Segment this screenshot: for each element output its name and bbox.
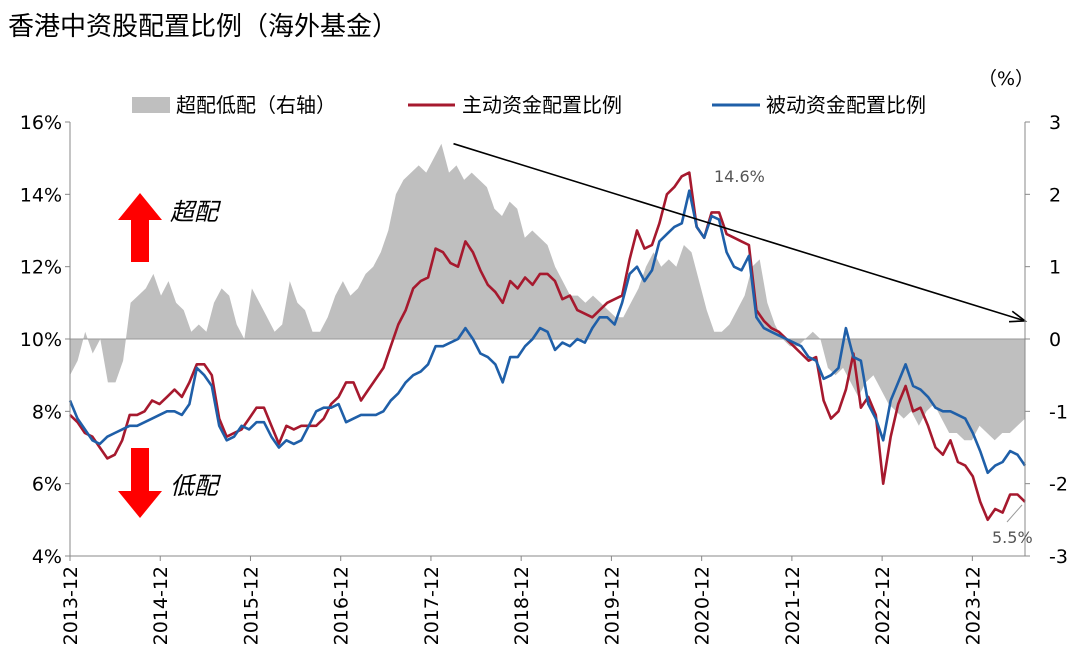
x-axis: 2013-12 2014-12 2015-12 2016-12 2017-12 2018-…: [60, 556, 984, 645]
legend-area-swatch: [132, 97, 170, 113]
left-tick-label: 16%: [20, 112, 62, 134]
left-tick-label: 12%: [20, 257, 62, 279]
right-tick-label: -3: [1049, 546, 1068, 568]
right-axis: 3 2 1 0 -1 -2 -3: [1025, 112, 1068, 568]
x-tick-label: 2019-12: [601, 566, 623, 645]
right-tick-label: 0: [1049, 329, 1061, 351]
left-tick-label: 14%: [20, 184, 62, 206]
left-tick-label: 4%: [32, 546, 62, 568]
overweight-label: 超配: [170, 198, 222, 226]
right-axis-unit: （%）: [978, 68, 1034, 90]
overweight-area: [70, 143, 1025, 441]
left-tick-label: 6%: [32, 474, 62, 496]
passive-line: [68, 189, 1027, 475]
arrow-down-icon: [118, 448, 162, 518]
legend-area-label: 超配低配（右轴）: [176, 93, 336, 117]
trend-arrow-line: [453, 142, 1026, 322]
underweight-marker: 低配: [118, 448, 222, 518]
legend-active-label: 主动资金配置比例: [462, 93, 622, 117]
x-tick-label: 2016-12: [331, 566, 353, 645]
x-tick-label: 2018-12: [511, 566, 533, 645]
left-tick-label: 10%: [20, 329, 62, 351]
x-tick-label: 2020-12: [692, 566, 714, 645]
left-axis: 16% 14% 12% 10% 8% 6% 4%: [20, 112, 70, 568]
x-tick-label: 2015-12: [240, 566, 262, 645]
arrow-up-icon: [118, 193, 162, 262]
underweight-label: 低配: [170, 472, 222, 500]
right-tick-label: 3: [1049, 112, 1061, 134]
peak-annotation: 14.6%: [714, 167, 765, 186]
x-tick-label: 2017-12: [421, 566, 443, 645]
overweight-marker: 超配: [118, 193, 222, 262]
x-tick-label: 2022-12: [872, 566, 894, 645]
right-tick-label: -1: [1049, 401, 1068, 423]
legend-passive-label: 被动资金配置比例: [766, 93, 926, 117]
x-tick-label: 2021-12: [782, 566, 804, 645]
legend: 超配低配（右轴） 主动资金配置比例 被动资金配置比例: [132, 93, 926, 117]
last-value-leader: [1006, 504, 1023, 523]
plot-area: [68, 122, 1028, 557]
x-tick-label: 2023-12: [962, 566, 984, 645]
x-tick-label: 2014-12: [150, 566, 172, 645]
right-tick-label: 1: [1049, 257, 1061, 279]
chart-title: 香港中资股配置比例（海外基金）: [8, 12, 398, 42]
x-tick-label: 2013-12: [60, 566, 82, 645]
right-tick-label: -2: [1049, 474, 1068, 496]
right-tick-label: 2: [1049, 184, 1061, 206]
active-line: [69, 171, 1026, 522]
last-value-annotation: 5.5%: [992, 528, 1033, 547]
left-tick-label: 8%: [32, 401, 62, 423]
